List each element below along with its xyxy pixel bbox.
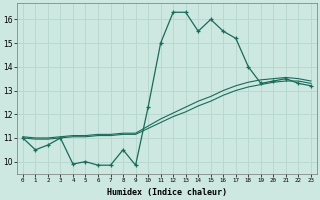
X-axis label: Humidex (Indice chaleur): Humidex (Indice chaleur) [107,188,227,197]
